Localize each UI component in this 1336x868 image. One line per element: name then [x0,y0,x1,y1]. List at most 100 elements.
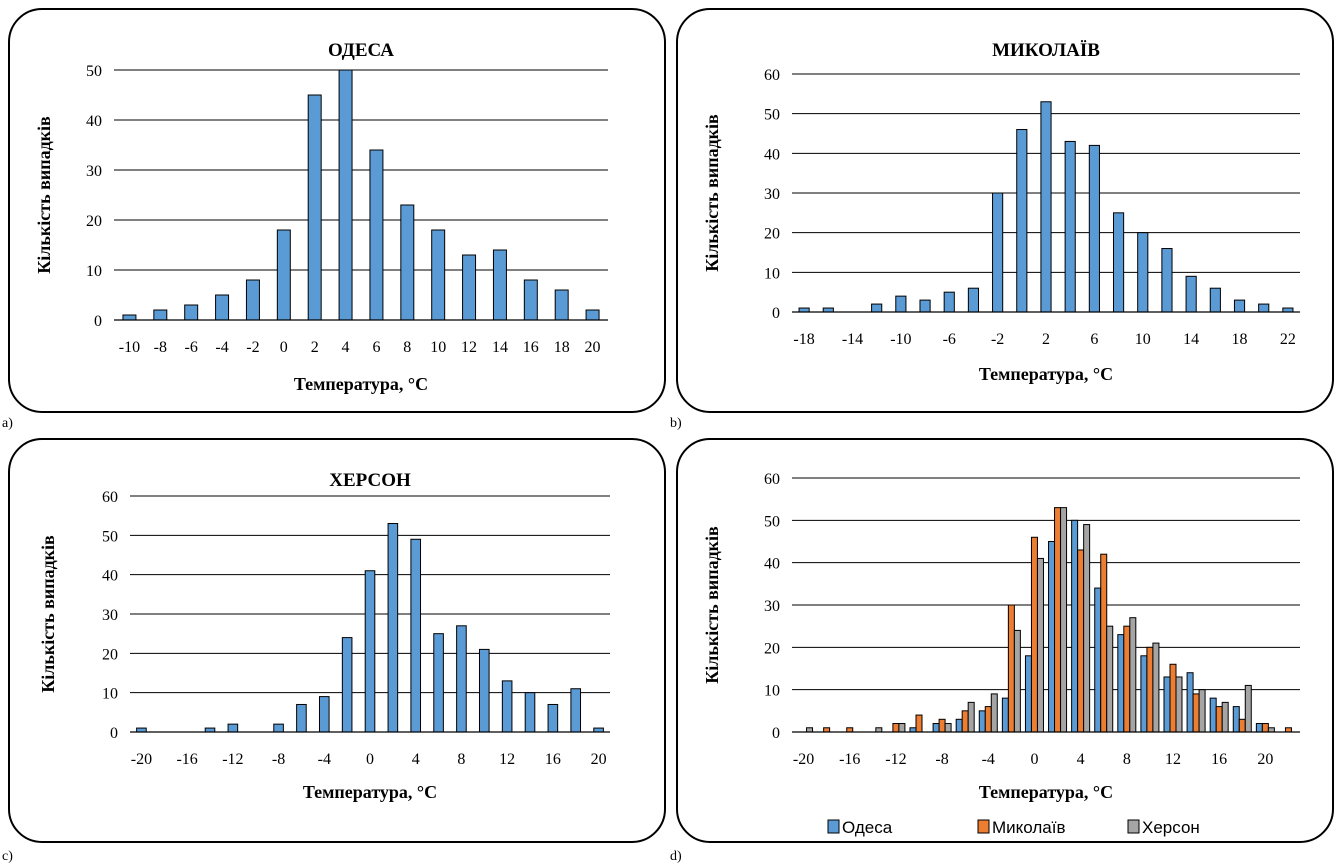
bar [967,287,980,313]
x-tick-label: -14 [842,331,863,348]
x-tick-label: 12 [499,751,515,768]
x-tick-label: 22 [1280,331,1296,348]
bar [915,714,923,733]
bar [273,723,284,733]
x-tick-label: 6 [1090,331,1098,348]
legend-label: Одеса [842,818,893,837]
x-tick-label: 8 [457,751,465,768]
y-tick-label: 0 [772,725,780,742]
bar [1016,129,1028,313]
bar [1112,212,1125,313]
x-tick-label: 20 [591,751,607,768]
bar [875,727,883,733]
x-tick-label: 18 [554,339,570,356]
x-axis-label: Температура, °C [979,782,1113,802]
bar [955,718,963,733]
bar [1185,275,1197,313]
bar [1284,727,1292,733]
bar [1071,519,1079,733]
x-tick-label: 0 [280,339,288,356]
bar [276,229,291,321]
bar [938,718,946,733]
y-tick-label: 50 [86,63,102,80]
panel-letter-c: c) [2,849,13,864]
x-axis-label: Температура, °C [294,374,428,394]
x-tick-label: 14 [492,339,508,356]
bar [919,299,931,313]
chart-panel-mykolaiv: 0 10 20 30 40 50 60 -18 -14 -10 -6 -2 2 6 10 14 18 22 МИКО… [676,8,1334,413]
bar [1233,299,1246,313]
bar [400,204,415,321]
bar [1117,634,1125,733]
bar [1024,655,1032,733]
x-tick-label: -8 [935,751,948,768]
bar [338,69,353,321]
x-tick-label: 16 [523,339,539,356]
y-tick-label: 20 [86,213,102,230]
x-tick-label: 2 [1042,331,1050,348]
x-tick-label: 4 [1077,751,1085,768]
x-tick-label: 20 [1257,751,1273,768]
y-tick-label: 10 [764,265,780,282]
y-axis-label: Кількість випадків [702,114,722,272]
bar [992,192,1004,313]
legend-swatch [977,819,990,834]
y-tick-label: 50 [764,513,780,530]
bar [1007,604,1015,733]
y-tick-label: 60 [102,489,118,506]
legend-swatch [827,819,840,834]
legend-swatch [1127,819,1140,834]
y-tick-label: 50 [764,107,780,124]
bar [1232,706,1240,733]
bar [1261,723,1269,733]
bar [961,710,969,733]
x-axis-label: Температура, °C [979,364,1113,384]
y-tick-label: 10 [764,683,780,700]
bar [1060,507,1068,733]
bar [1161,248,1173,313]
bar [1040,101,1052,313]
bar [1186,672,1194,733]
x-tick-label: 6 [372,339,380,356]
y-tick-label: 0 [772,305,780,322]
y-tick-label: 20 [102,646,118,663]
bar [990,693,998,733]
y-tick-label: 30 [86,163,102,180]
bar [1064,140,1076,313]
x-tick-label: 16 [1211,751,1227,768]
bar [1175,676,1183,733]
panel-letter-d: d) [670,849,682,864]
bar [1146,646,1154,733]
y-axis-label: Кількість випадків [34,116,54,274]
x-tick-label: -4 [215,339,228,356]
chart-panel-odesa: 0 10 20 30 40 50 -10 -8 -6 -4 -2 0 2 4 6 8 10 12 14 16 18 20 О… [8,8,666,413]
panel-letter-a: a) [2,416,13,431]
bar [1077,549,1085,733]
bar [1100,553,1108,733]
x-tick-label: 10 [1135,331,1151,348]
bar [846,727,854,733]
bar [871,303,883,313]
x-tick-label: -4 [318,751,331,768]
y-tick-label: 40 [764,146,780,163]
bar [943,291,955,313]
bar [1036,557,1044,733]
bar [1244,684,1252,733]
bar [364,570,376,733]
bar [1152,642,1160,733]
y-tick-label: 10 [86,263,102,280]
x-tick-label: -2 [246,339,259,356]
x-tick-label: 8 [1123,751,1131,768]
bar [1221,701,1229,733]
bar [823,727,831,733]
x-tick-label: -12 [222,751,243,768]
x-axis-label: Температура, °C [303,782,437,802]
bar [369,149,384,321]
x-tick-label: 20 [585,339,601,356]
chart-title: ОДЕСА [328,40,394,61]
y-tick-label: 30 [764,186,780,203]
x-tick-label: -8 [154,339,167,356]
bar [462,254,477,321]
bar [1013,629,1021,733]
bar [932,723,940,733]
